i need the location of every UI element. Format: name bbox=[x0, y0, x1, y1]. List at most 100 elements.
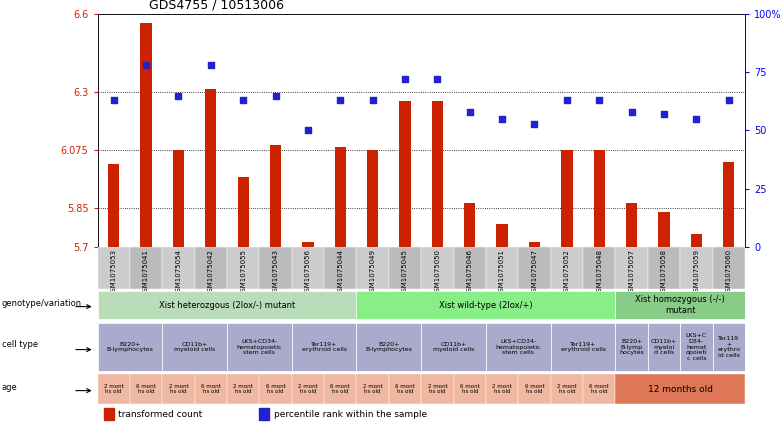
Bar bbox=[626, 203, 637, 247]
Text: 12 months old: 12 months old bbox=[647, 385, 713, 393]
Text: 6 mont
hs old: 6 mont hs old bbox=[395, 384, 415, 394]
Bar bbox=[129, 247, 162, 289]
Text: GSM1075055: GSM1075055 bbox=[240, 249, 246, 296]
Text: 2 mont
hs old: 2 mont hs old bbox=[298, 384, 317, 394]
Bar bbox=[518, 247, 551, 289]
Bar bbox=[129, 374, 162, 404]
Text: 6 mont
hs old: 6 mont hs old bbox=[590, 384, 609, 394]
Bar bbox=[421, 374, 454, 404]
Bar bbox=[195, 374, 227, 404]
Bar bbox=[615, 247, 647, 289]
Bar bbox=[615, 291, 745, 319]
Bar bbox=[388, 247, 421, 289]
Bar bbox=[108, 164, 119, 247]
Text: GSM1075057: GSM1075057 bbox=[629, 249, 635, 296]
Bar bbox=[496, 224, 508, 247]
Bar bbox=[356, 247, 388, 289]
Text: 2 mont
hs old: 2 mont hs old bbox=[492, 384, 512, 394]
Bar bbox=[647, 247, 680, 289]
Bar bbox=[551, 323, 615, 371]
Text: 2 mont
hs old: 2 mont hs old bbox=[557, 384, 576, 394]
Text: Ter119
+
erythro
id cells: Ter119 + erythro id cells bbox=[717, 336, 740, 358]
Bar bbox=[680, 323, 712, 371]
Bar bbox=[98, 323, 162, 371]
Bar bbox=[615, 323, 647, 371]
Text: GSM1075058: GSM1075058 bbox=[661, 249, 667, 296]
Text: GSM1075041: GSM1075041 bbox=[143, 249, 149, 296]
Bar bbox=[431, 101, 443, 247]
Point bbox=[593, 97, 605, 104]
Bar bbox=[486, 374, 518, 404]
Text: GSM1075051: GSM1075051 bbox=[499, 249, 505, 296]
Bar bbox=[195, 247, 227, 289]
Bar bbox=[356, 374, 388, 404]
Bar bbox=[583, 247, 615, 289]
Text: B220+
B-lymp
hocytes: B220+ B-lymp hocytes bbox=[619, 339, 644, 355]
Bar bbox=[551, 247, 583, 289]
Bar bbox=[140, 23, 152, 247]
Bar bbox=[227, 323, 292, 371]
Text: Xist homozygous (-/-)
mutant: Xist homozygous (-/-) mutant bbox=[635, 295, 725, 315]
Text: 6 mont
hs old: 6 mont hs old bbox=[525, 384, 544, 394]
Bar bbox=[162, 247, 195, 289]
Point bbox=[496, 115, 509, 122]
Text: GSM1075050: GSM1075050 bbox=[434, 249, 441, 296]
Text: 2 mont
hs old: 2 mont hs old bbox=[168, 384, 188, 394]
Point bbox=[463, 108, 476, 115]
Bar bbox=[367, 150, 378, 247]
Bar bbox=[713, 323, 745, 371]
Text: Ter119+
erythroid cells: Ter119+ erythroid cells bbox=[302, 342, 346, 352]
Bar bbox=[690, 234, 702, 247]
Bar bbox=[399, 101, 411, 247]
Point bbox=[172, 92, 185, 99]
Bar bbox=[227, 247, 259, 289]
Text: LKS+C
D34-
hemat
opoieti
c cells: LKS+C D34- hemat opoieti c cells bbox=[686, 333, 707, 361]
Bar bbox=[551, 374, 583, 404]
Bar bbox=[723, 162, 735, 247]
Bar bbox=[486, 323, 551, 371]
Text: GDS4755 / 10513006: GDS4755 / 10513006 bbox=[149, 0, 284, 11]
Bar bbox=[518, 374, 551, 404]
Text: age: age bbox=[2, 383, 18, 392]
Bar bbox=[583, 374, 615, 404]
Point bbox=[367, 97, 379, 104]
Point bbox=[237, 97, 250, 104]
Text: 6 mont
hs old: 6 mont hs old bbox=[201, 384, 221, 394]
Point bbox=[204, 62, 217, 69]
Bar bbox=[259, 374, 292, 404]
Point bbox=[334, 97, 346, 104]
Bar bbox=[658, 212, 670, 247]
Text: GSM1075059: GSM1075059 bbox=[693, 249, 700, 296]
Text: Xist heterozgous (2lox/-) mutant: Xist heterozgous (2lox/-) mutant bbox=[159, 300, 295, 310]
Point bbox=[108, 97, 120, 104]
Bar bbox=[292, 374, 324, 404]
Text: GSM1075054: GSM1075054 bbox=[176, 249, 182, 296]
Bar bbox=[162, 323, 227, 371]
Bar bbox=[421, 247, 454, 289]
Point bbox=[528, 120, 541, 127]
Bar bbox=[324, 374, 356, 404]
Text: GSM1075043: GSM1075043 bbox=[272, 249, 278, 296]
Bar bbox=[388, 374, 421, 404]
Point bbox=[140, 62, 152, 69]
Bar bbox=[356, 291, 615, 319]
Bar bbox=[647, 323, 680, 371]
Bar bbox=[104, 408, 114, 420]
Text: B220+
B-lymphocytes: B220+ B-lymphocytes bbox=[106, 342, 154, 352]
Bar bbox=[324, 247, 356, 289]
Text: GSM1075042: GSM1075042 bbox=[207, 249, 214, 296]
Point bbox=[431, 76, 444, 82]
Text: 6 mont
hs old: 6 mont hs old bbox=[136, 384, 156, 394]
Text: Ter119+
erythroid cells: Ter119+ erythroid cells bbox=[561, 342, 605, 352]
Point bbox=[626, 108, 638, 115]
Bar bbox=[335, 147, 346, 247]
Point bbox=[722, 97, 735, 104]
Bar bbox=[162, 374, 195, 404]
Text: CD11b+
myeloid cells: CD11b+ myeloid cells bbox=[174, 342, 215, 352]
Bar bbox=[270, 145, 282, 247]
Text: 6 mont
hs old: 6 mont hs old bbox=[331, 384, 350, 394]
Text: transformed count: transformed count bbox=[119, 409, 203, 418]
Bar bbox=[464, 203, 476, 247]
Bar bbox=[205, 89, 217, 247]
Bar bbox=[680, 247, 712, 289]
